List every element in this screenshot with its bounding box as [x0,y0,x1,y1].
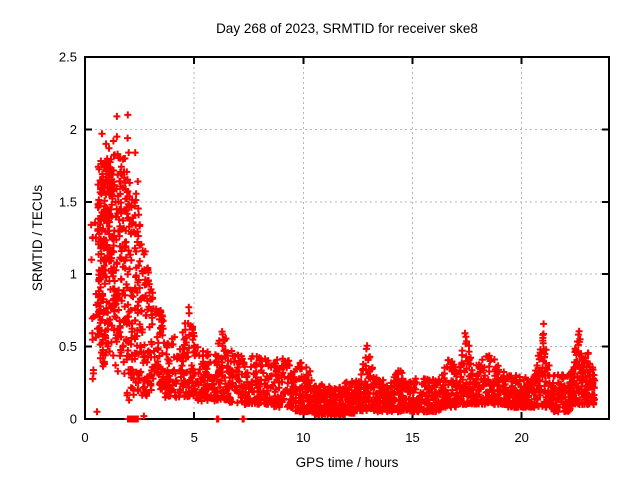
y-tick-label: 0 [70,412,77,427]
chart-title: Day 268 of 2023, SRMTID for receiver ske… [216,21,478,36]
y-axis-label: SRMTID / TECUs [30,185,45,292]
y-tick-label: 2 [70,122,77,137]
x-tick-label: 0 [81,430,88,445]
tick-marks [84,56,609,420]
tick-labels: 0 5 10 15 20 0 0.5 1 1.5 2 2.5 [59,50,529,446]
y-tick-label: 0.5 [59,339,77,354]
grid-path [84,56,609,420]
x-axis-label: GPS time / hours [296,455,399,470]
x-tick-label: 5 [191,430,198,445]
data-point-markers [87,111,599,423]
grid-lines [84,56,609,420]
frame-rect [84,56,610,420]
y-tick-label: 1.5 [59,194,77,209]
scatter-points [87,111,599,423]
x-tick-label: 15 [405,430,419,445]
x-tick-label: 20 [514,430,528,445]
x-tick-label: 10 [296,430,310,445]
y-tick-label: 2.5 [59,50,77,65]
y-tick-label: 1 [70,267,77,282]
plot-frame [84,56,610,420]
